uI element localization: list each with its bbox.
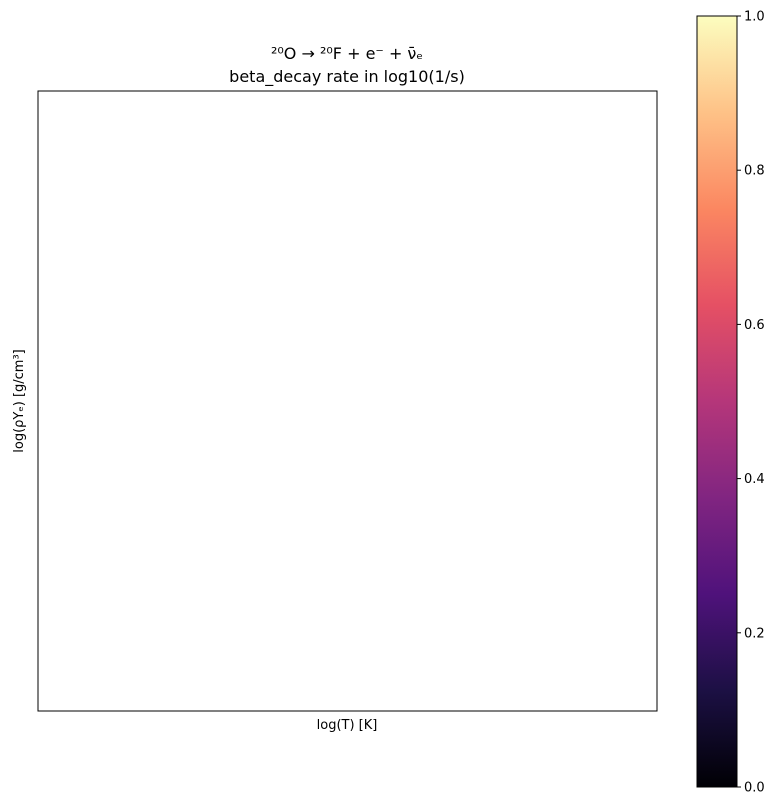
colorbar-tick-label: 0.0 [744,781,765,796]
x-axis-label: log(T) [K] [317,718,378,733]
chart-title-line2: beta_decay rate in log10(1/s) [229,67,465,87]
colorbar-tick-label: 0.6 [744,318,765,333]
colorbar-tick-label: 0.4 [744,472,765,487]
colorbar-tick-label: 0.8 [744,164,765,179]
colorbar-tick-label: 1.0 [744,10,765,25]
colorbar-ticks: 0.0 0.2 0.4 0.6 0.8 1.0 [737,10,765,796]
plot-area [37,90,658,712]
chart-title-line1: ²⁰O → ²⁰F + e⁻ + ν̄ₑ [271,44,423,63]
colorbar [696,15,738,788]
y-axis-label: log(ρYₑ) [g/cm³] [12,349,27,453]
colorbar-tick-label: 0.2 [744,626,765,641]
